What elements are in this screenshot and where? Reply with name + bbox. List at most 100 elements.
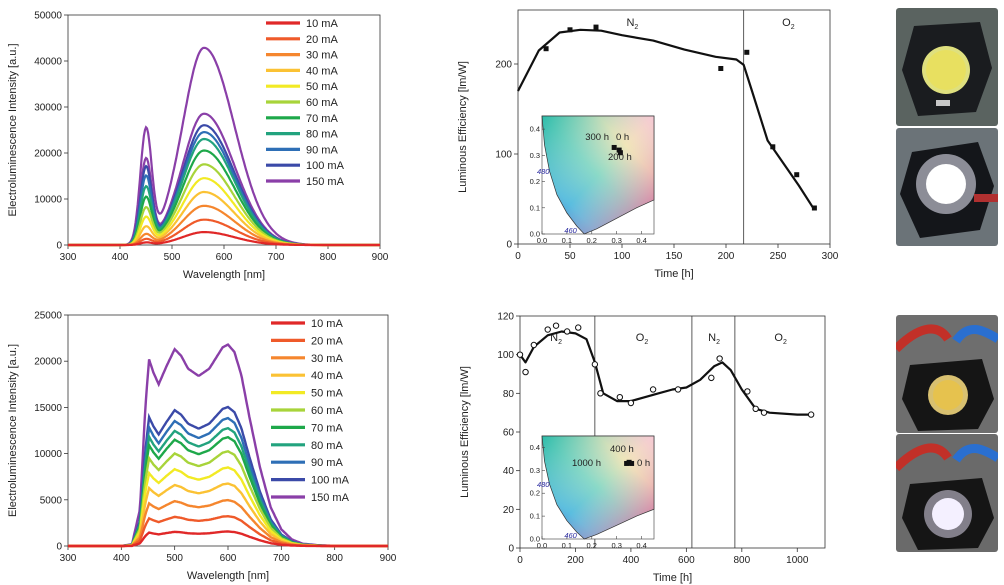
spectrum-line [68,218,380,247]
fit-curve [519,330,812,416]
x-tick-label: 0 [517,555,523,566]
legend-label: 60 mA [306,97,338,109]
inset-y-tick-label: 0.2 [530,489,540,498]
data-point [591,361,599,368]
inset-x-tick-label: 0.1 [562,541,572,550]
cie-point [611,144,617,150]
x-tick-label: 1000 [786,555,809,566]
y-tick-label: 100 [497,350,514,361]
x-tick-label: 100 [614,251,631,262]
legend-label: 50 mA [306,81,338,93]
cie-point-label: 200 h [608,152,632,163]
legend-label: 30 mA [306,50,338,62]
data-point [543,46,549,52]
inset-x-tick-label: 0.1 [562,236,572,245]
inset-y-tick-label: 0.0 [530,230,540,239]
wavelength-label: 480 [537,167,550,176]
data-point [567,27,573,33]
x-tick-label: 250 [770,251,787,262]
data-point [597,390,604,397]
legend-label: 100 mA [306,160,345,172]
plot-el-spectra-bottom: 300 400 500 600 700 800 900 0 5000 10000 15000 2000… [7,311,397,583]
y-tick-label: 10000 [34,195,62,206]
spectrum-line [68,498,388,548]
data-point [627,399,635,407]
legend-label: 70 mA [306,113,338,125]
legend-label: 10 mA [306,18,338,30]
inset-x-tick-label: 0.4 [636,541,646,550]
legend-label: 40 mA [306,65,338,77]
data-point [708,374,715,382]
inset-y-tick-label: 0.3 [530,466,540,475]
inset-x-tick-label: 0.2 [587,541,597,550]
x-tick-label: 800 [733,555,750,566]
legend-label: 70 mA [311,422,343,434]
wavelength-label: 460 [564,531,577,540]
x-tick-label: 700 [268,252,285,263]
y-tick-label: 200 [495,60,512,71]
y-tick-label: 0 [508,544,514,555]
spectrum-line [68,231,380,247]
data-point [530,341,538,349]
y-tick-label: 60 [503,428,515,439]
y-tick-label: 10000 [34,449,62,460]
x-tick-label: 200 [567,555,584,566]
y-axis-label: Electroluminescence Intensity [a.u.] [7,344,19,517]
atmosphere-label: N2 [626,17,638,31]
inset-y-tick-label: 0.4 [530,443,540,452]
y-tick-label: 40 [503,466,515,477]
x-tick-label: 300 [60,252,77,263]
inset-y-tick-label: 0.4 [530,125,540,134]
legend-label: 60 mA [311,405,343,417]
inset-x-tick-label: 0.0 [537,541,547,550]
data-point [760,409,768,416]
cie-point [629,460,635,466]
cie-point [616,147,622,153]
y-tick-label: 0 [56,542,62,553]
y-tick-label: 50000 [34,11,62,22]
y-tick-label: 40000 [34,57,62,68]
legend-label: 90 mA [311,457,343,469]
x-tick-label: 200 [718,251,735,262]
wavelength-label: 480 [537,480,550,489]
x-tick-label: 500 [164,252,181,263]
data-point [718,66,724,71]
data-point [593,24,599,30]
x-tick-label: 300 [60,553,77,564]
data-point [552,322,560,329]
x-tick-label: 900 [372,252,389,263]
x-tick-label: 800 [320,252,337,263]
cie-point-label: 400 h [610,444,634,455]
x-tick-label: 600 [216,252,233,263]
data-point [770,144,776,150]
x-tick-label: 150 [666,251,683,262]
cie-point-label: 0 h [637,458,650,469]
inset-y-tick-label: 0.0 [530,535,540,544]
x-tick-label: 400 [112,252,129,263]
plot-el-spectra-top: 300 400 500 600 700 800 900 0 10000 20000 30000 400… [7,11,389,282]
cie-point [617,150,623,156]
cie-point-label: 300 h [585,132,609,143]
y-axis-label: Luminous Efficiency [lm/W] [457,61,469,193]
y-tick-label: 0 [56,241,62,252]
y-tick-label: 15000 [34,403,62,414]
legend-label: 80 mA [306,129,338,141]
x-tick-label: 400 [623,555,640,566]
atmosphere-label: N2 [550,332,562,346]
atmosphere-label: O2 [774,332,787,346]
data-point [752,405,759,412]
data-point [807,411,815,418]
inset-y-tick-label: 0.1 [530,512,540,521]
inset-x-tick-label: 0.4 [636,236,646,245]
data-point [716,355,723,362]
y-tick-label: 20000 [34,357,62,368]
y-tick-label: 20000 [34,149,62,160]
x-axis-label: Time [h] [653,572,692,584]
legend-label: 100 mA [311,475,350,487]
data-point [616,394,624,401]
x-tick-label: 700 [273,553,290,564]
y-tick-label: 5000 [40,495,63,506]
x-tick-label: 400 [113,553,130,564]
x-tick-label: 500 [166,553,183,564]
